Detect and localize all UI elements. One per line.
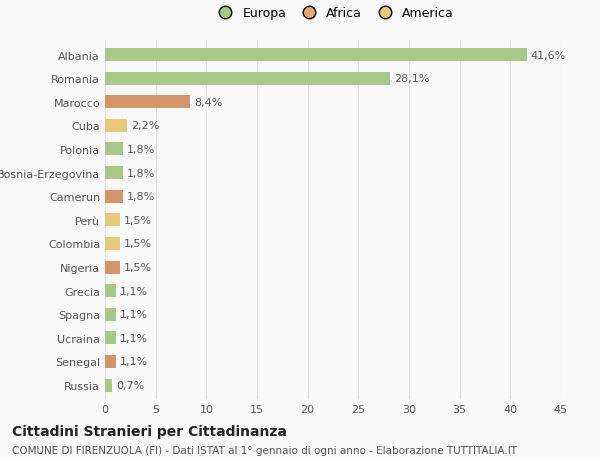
Bar (105, 143, 123, 156)
Bar (105, 96, 190, 109)
Bar (105, 167, 123, 179)
Text: 1,1%: 1,1% (120, 333, 148, 343)
Bar (105, 120, 127, 133)
Text: Cittadini Stranieri per Cittadinanza: Cittadini Stranieri per Cittadinanza (12, 425, 287, 438)
Text: 41,6%: 41,6% (530, 50, 566, 61)
Bar (105, 190, 123, 203)
Text: 28,1%: 28,1% (394, 74, 429, 84)
Bar (105, 308, 116, 321)
Bar (105, 73, 390, 85)
Text: 0,7%: 0,7% (116, 380, 145, 390)
Text: 2,2%: 2,2% (131, 121, 160, 131)
Bar (105, 379, 112, 392)
Text: 1,5%: 1,5% (124, 215, 152, 225)
Bar (105, 237, 120, 250)
Bar (105, 214, 120, 227)
Text: 1,5%: 1,5% (124, 239, 152, 249)
Legend: Europa, Africa, America: Europa, Africa, America (210, 5, 456, 22)
Text: 1,1%: 1,1% (120, 357, 148, 367)
Bar (105, 331, 116, 345)
Text: 8,4%: 8,4% (194, 98, 223, 107)
Text: 1,8%: 1,8% (127, 145, 155, 155)
Text: 1,1%: 1,1% (120, 286, 148, 296)
Text: COMUNE DI FIRENZUOLA (FI) - Dati ISTAT al 1° gennaio di ogni anno - Elaborazione: COMUNE DI FIRENZUOLA (FI) - Dati ISTAT a… (12, 445, 517, 455)
Text: 1,1%: 1,1% (120, 309, 148, 319)
Text: 1,8%: 1,8% (127, 192, 155, 202)
Bar (105, 49, 527, 62)
Bar (105, 355, 116, 368)
Bar (105, 261, 120, 274)
Text: 1,5%: 1,5% (124, 263, 152, 273)
Bar (105, 285, 116, 297)
Text: 1,8%: 1,8% (127, 168, 155, 178)
